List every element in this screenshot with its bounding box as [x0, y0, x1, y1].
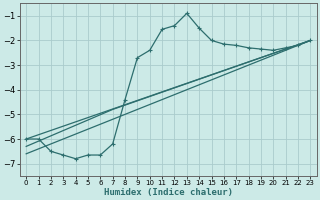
X-axis label: Humidex (Indice chaleur): Humidex (Indice chaleur)	[104, 188, 233, 197]
